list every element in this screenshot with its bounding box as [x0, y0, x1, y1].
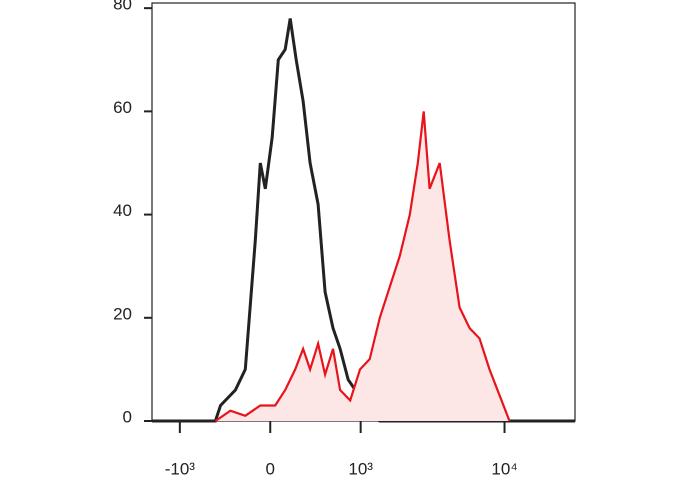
- x-tick-label: 10⁴: [491, 459, 517, 478]
- y-tick-label: 20: [113, 304, 132, 323]
- x-tick-label: 10³: [348, 459, 373, 478]
- plot-frame: [151, 2, 576, 422]
- y-tick-label: 60: [113, 98, 132, 117]
- histogram-line: [214, 111, 511, 422]
- y-tick-label: 40: [113, 201, 132, 220]
- x-tick-label: 0: [266, 459, 275, 478]
- x-tick-label: -10³: [165, 459, 196, 478]
- histogram-line: [152, 18, 575, 423]
- y-tick-label: 80: [113, 0, 132, 14]
- histogram-area: [215, 111, 510, 422]
- y-tick-label: 0: [123, 407, 132, 426]
